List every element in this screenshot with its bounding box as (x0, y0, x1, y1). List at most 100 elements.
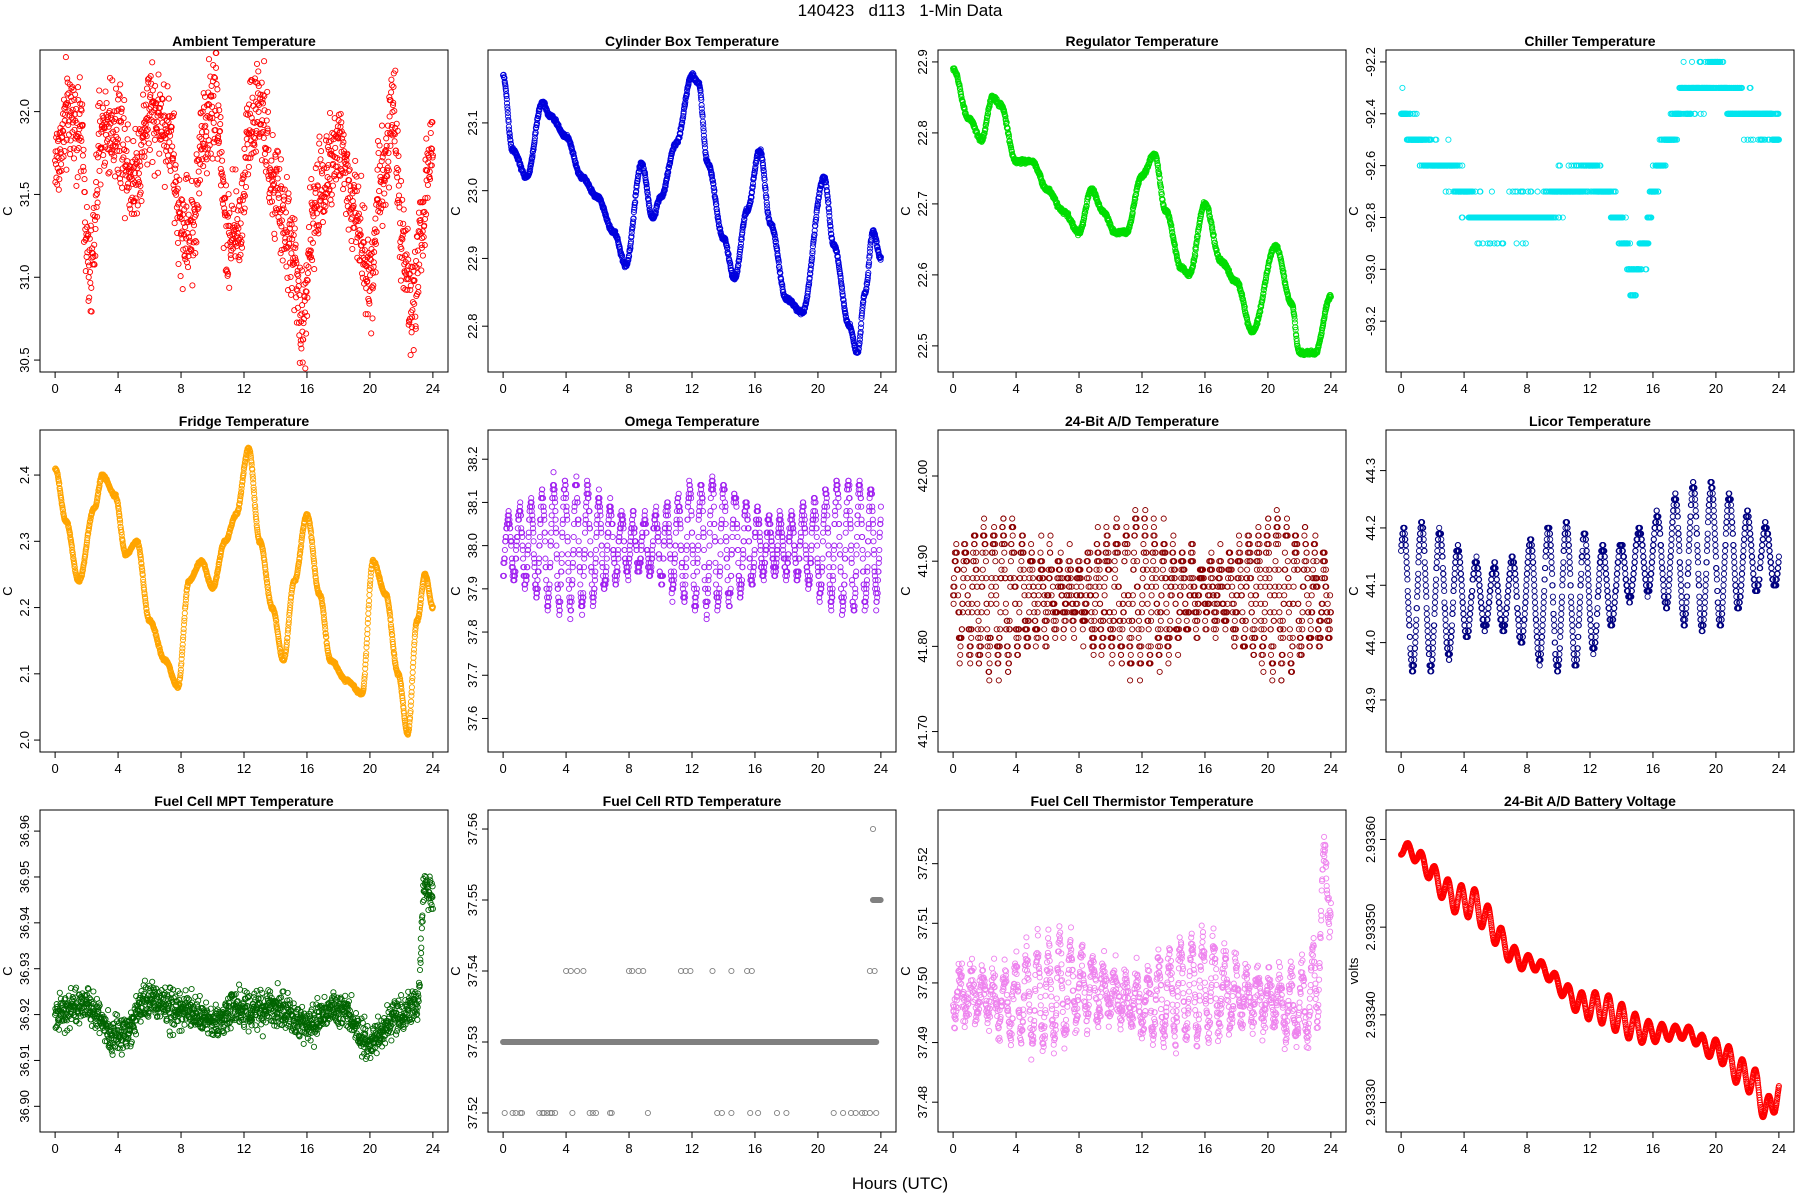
data-point (142, 131, 149, 138)
y-tick-label: -93.2 (1363, 306, 1378, 336)
x-tick-label: 0 (949, 381, 956, 396)
data-point (67, 145, 74, 152)
data-point (141, 148, 148, 155)
data-point (253, 60, 261, 67)
x-tick-label: 4 (114, 381, 121, 396)
data-point (176, 176, 183, 183)
data-point (105, 123, 112, 130)
data-point (91, 261, 98, 268)
data-point (285, 190, 292, 197)
data-point (282, 209, 289, 216)
data-point (398, 178, 405, 185)
data-point (62, 101, 69, 108)
data-point (316, 140, 323, 147)
data-point (73, 119, 80, 126)
data-point (65, 121, 72, 129)
data-point (85, 262, 93, 269)
data-point (97, 181, 104, 188)
data-point (165, 118, 172, 126)
data-point (96, 87, 103, 94)
data-point (262, 158, 269, 165)
data-point (111, 173, 119, 180)
plot-frame (487, 49, 897, 373)
data-point (147, 91, 154, 98)
data-point (81, 176, 88, 183)
data-point (66, 108, 73, 115)
x-tick-label: 4 (562, 381, 569, 396)
data-point (375, 149, 382, 157)
data-point (207, 150, 214, 157)
data-point (166, 139, 173, 146)
data-point (114, 139, 121, 146)
data-point (383, 135, 390, 142)
data-point (96, 100, 103, 107)
data-point (92, 252, 99, 260)
data-point (258, 157, 266, 164)
data-point (56, 176, 63, 183)
data-point (144, 161, 151, 168)
data-point (172, 165, 179, 172)
data-point (205, 56, 213, 63)
data-points (950, 65, 1334, 359)
data-point (60, 128, 67, 135)
data-point (67, 137, 74, 144)
data-point (352, 157, 359, 164)
data-point (213, 81, 220, 88)
x-tick-label: 16 (1646, 381, 1660, 396)
data-point (376, 188, 383, 195)
data-point (81, 189, 88, 196)
data-point (113, 126, 120, 133)
data-point (82, 268, 89, 275)
data-point (111, 153, 118, 160)
data-point (1399, 84, 1406, 91)
data-point (93, 204, 100, 211)
y-tick-label: 30.5 (17, 347, 32, 372)
data-point (116, 175, 124, 182)
data-point (130, 138, 137, 145)
data-point (138, 153, 145, 160)
x-tick-label: 0 (1397, 381, 1404, 396)
data-point (77, 134, 84, 141)
x-tick-label: 8 (625, 381, 632, 396)
data-point (277, 156, 284, 163)
data-point (167, 147, 174, 154)
data-point (164, 83, 171, 90)
data-point (77, 168, 84, 175)
data-point (261, 58, 268, 65)
data-point (412, 313, 419, 320)
data-point (319, 219, 326, 226)
data-point (165, 95, 172, 102)
data-point (90, 261, 98, 268)
data-point (1534, 188, 1541, 195)
data-point (156, 150, 163, 157)
data-point (127, 205, 134, 212)
data-point (264, 88, 271, 95)
data-point (91, 241, 98, 248)
data-point (152, 82, 159, 89)
data-point (238, 244, 246, 251)
data-point (58, 161, 65, 168)
data-point (137, 182, 144, 190)
data-point (124, 136, 131, 143)
data-point (91, 217, 99, 224)
data-point (57, 149, 64, 156)
y-tick-label: 32.0 (17, 99, 32, 124)
data-point (121, 215, 128, 222)
data-point (349, 245, 356, 253)
data-point (275, 194, 282, 201)
data-point (310, 213, 317, 220)
data-point (283, 173, 290, 181)
data-point (121, 97, 128, 104)
x-tick-label: 16 (1198, 381, 1212, 396)
data-point (149, 59, 156, 66)
data-point (120, 115, 127, 122)
data-point (340, 186, 347, 193)
data-point (71, 111, 78, 118)
data-points (500, 70, 884, 356)
data-point (60, 153, 67, 160)
data-point (306, 184, 314, 191)
data-point (94, 199, 101, 206)
data-point (209, 155, 216, 162)
data-point (210, 119, 217, 126)
